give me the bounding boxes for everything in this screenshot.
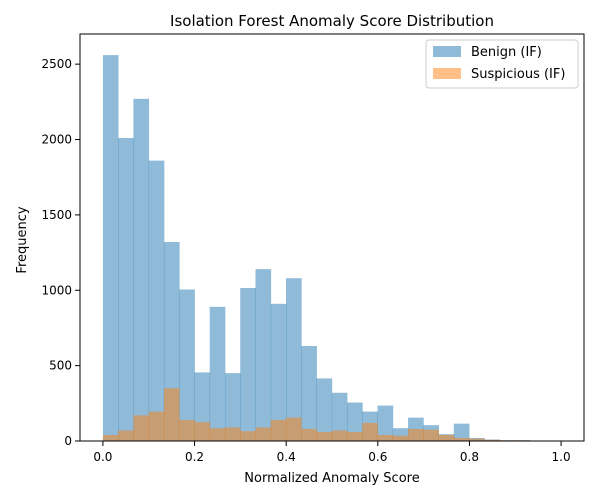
bar-suspicious-21	[423, 430, 439, 441]
legend-swatch-suspicious	[433, 68, 461, 79]
x-tick-label: 0.6	[368, 450, 387, 464]
y-tick-label: 2000	[41, 133, 72, 147]
y-tick-label: 1000	[41, 283, 72, 297]
legend-swatch-benign	[433, 46, 461, 57]
x-tick-label: 0.0	[93, 450, 112, 464]
y-tick-label: 500	[49, 359, 72, 373]
legend-label-suspicious: Suspicious (IF)	[471, 67, 565, 82]
legend-label-benign: Benign (IF)	[471, 45, 542, 60]
bar-suspicious-7	[210, 428, 226, 441]
bar-suspicious-15	[332, 430, 348, 441]
bar-benign-1	[118, 138, 134, 441]
bar-benign-0	[103, 55, 119, 441]
bar-benign-14	[317, 378, 333, 441]
bar-suspicious-14	[317, 432, 333, 441]
bar-suspicious-9	[240, 431, 256, 441]
bar-suspicious-12	[286, 418, 302, 441]
bar-suspicious-6	[194, 422, 210, 441]
bar-suspicious-22	[439, 435, 455, 441]
bar-benign-12	[286, 278, 302, 441]
bar-suspicious-1	[118, 430, 134, 441]
bar-suspicious-16	[347, 432, 363, 441]
y-tick-label: 1500	[41, 208, 72, 222]
bar-suspicious-18	[378, 435, 394, 441]
legend: Benign (IF) Suspicious (IF)	[426, 40, 578, 88]
chart-title: Isolation Forest Anomaly Score Distribut…	[170, 12, 494, 30]
bar-suspicious-11	[271, 420, 287, 441]
bar-suspicious-10	[255, 427, 271, 441]
bar-suspicious-4	[164, 388, 180, 441]
bar-suspicious-5	[179, 420, 195, 441]
y-axis-label: Frequency	[15, 206, 30, 273]
bar-benign-13	[301, 346, 317, 441]
bar-benign-5	[179, 290, 195, 441]
x-tick-label: 0.2	[185, 450, 204, 464]
bars-layer	[103, 55, 561, 441]
bar-benign-9	[240, 288, 256, 441]
y-tick-label: 0	[64, 434, 72, 448]
bar-suspicious-17	[362, 423, 378, 441]
bar-benign-3	[149, 161, 165, 441]
x-tick-label: 0.8	[460, 450, 479, 464]
x-tick-label: 0.4	[277, 450, 296, 464]
bar-suspicious-20	[408, 429, 424, 441]
bar-suspicious-8	[225, 427, 241, 441]
bar-suspicious-19	[393, 436, 409, 441]
bar-benign-2	[133, 99, 149, 441]
bar-suspicious-0	[103, 435, 119, 441]
y-tick-label: 2500	[41, 57, 72, 71]
bar-benign-10	[255, 269, 271, 441]
bar-suspicious-3	[149, 412, 165, 441]
bar-suspicious-2	[133, 415, 149, 441]
x-axis-label: Normalized Anomaly Score	[244, 471, 419, 486]
bar-benign-7	[210, 307, 226, 441]
bar-suspicious-13	[301, 429, 317, 441]
x-tick-label: 1.0	[552, 450, 571, 464]
